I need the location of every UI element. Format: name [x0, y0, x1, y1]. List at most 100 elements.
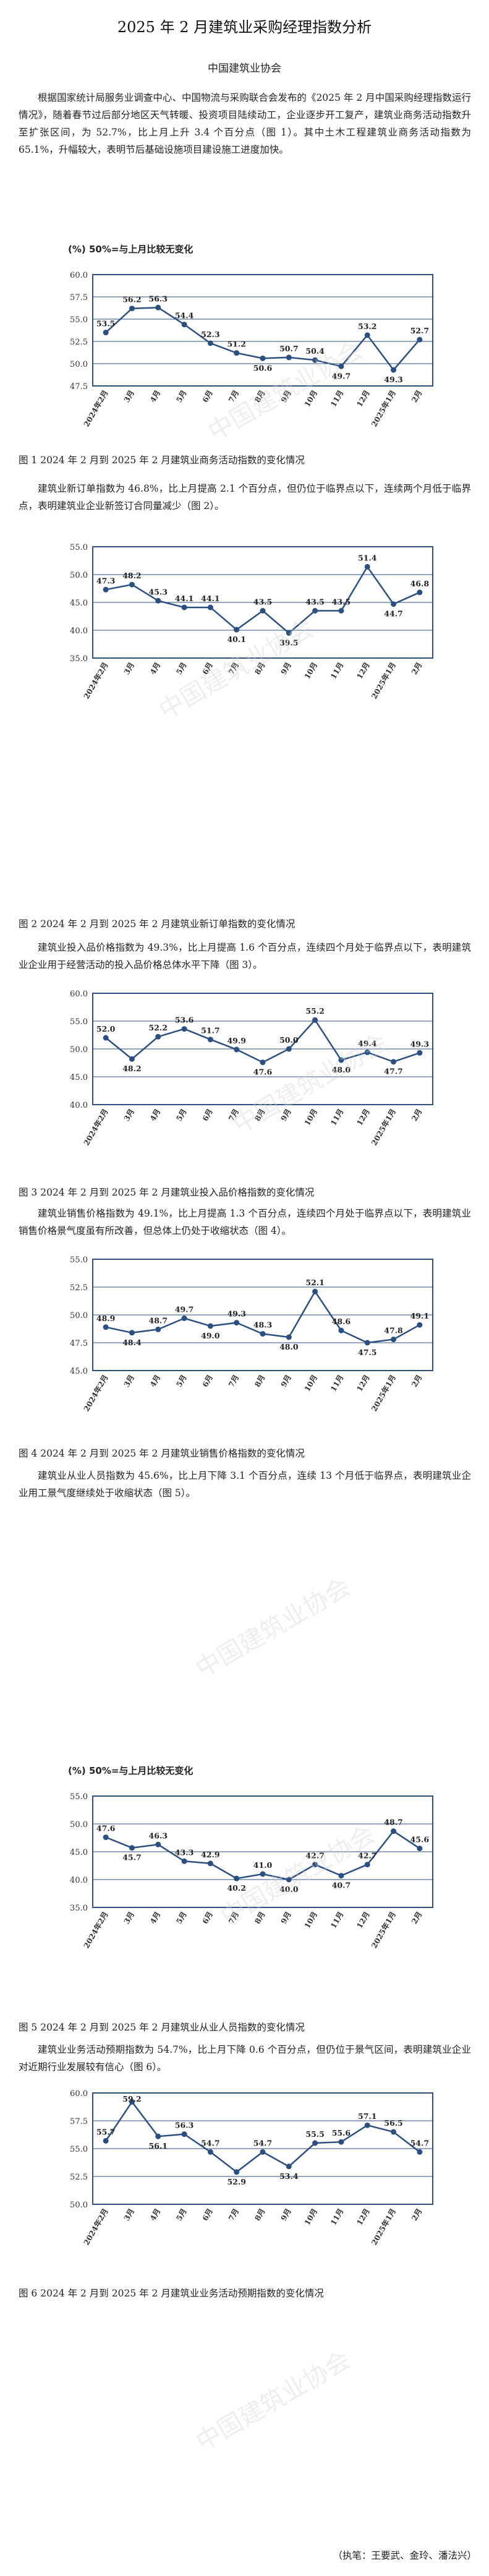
- data-point: [260, 1059, 266, 1066]
- data-label: 48.2: [122, 1064, 141, 1073]
- data-point: [260, 2149, 266, 2155]
- data-point: [234, 1320, 240, 1326]
- x-tick-label: 2025年1月: [369, 1373, 398, 1413]
- data-point: [103, 1834, 109, 1841]
- data-point: [181, 2131, 187, 2137]
- data-point: [234, 1875, 240, 1881]
- x-tick-label: 8月: [253, 1108, 266, 1123]
- y-tick-label: 55.0: [70, 2145, 88, 2154]
- y-tick-label: 45.0: [70, 1367, 88, 1376]
- data-point: [364, 1340, 370, 1346]
- data-label: 51.7: [201, 1026, 219, 1035]
- data-label: 50.0: [279, 1035, 299, 1045]
- data-point: [181, 604, 187, 610]
- x-tick-label: 8月: [253, 2207, 266, 2223]
- y-tick-label: 60.0: [70, 2089, 88, 2099]
- data-label: 40.7: [332, 1881, 351, 1890]
- y-tick-label: 57.5: [70, 2117, 88, 2126]
- data-point: [286, 2163, 292, 2170]
- data-point: [155, 2133, 161, 2139]
- y-tick-label: 50.0: [70, 2201, 88, 2210]
- data-point: [260, 355, 266, 361]
- y-tick-label: 55.0: [70, 1792, 88, 1802]
- data-point: [417, 336, 423, 343]
- data-point: [417, 1322, 423, 1328]
- data-label: 49.3: [384, 375, 402, 384]
- x-tick-label: 2月: [410, 1374, 423, 1389]
- data-label: 49.3: [227, 1309, 245, 1319]
- chart-employment: (%) 50%=与上月比较无变化 35.0 40.0 45.0 50.0 55.0 2024…: [68, 1765, 433, 1949]
- data-point: [364, 332, 370, 338]
- x-tick-label: 8月: [253, 389, 266, 404]
- data-point: [417, 1050, 423, 1056]
- data-label: 44.1: [201, 594, 219, 603]
- x-tick-label: 3月: [122, 2207, 136, 2223]
- x-tick-label: 6月: [201, 389, 215, 404]
- x-tick-label: 5月: [174, 389, 188, 404]
- x-tick-label: 5月: [174, 1911, 188, 1926]
- data-point: [103, 586, 109, 593]
- x-tick-label: 5月: [174, 661, 188, 677]
- data-label: 56.2: [122, 295, 141, 304]
- data-point: [391, 601, 397, 607]
- chart-input-price: 40.0 45.0 50.0 55.0 60.0 2024年2月 3月 4月 5月 6月 7月 8月 9…: [70, 990, 433, 1147]
- data-label: 49.3: [410, 1039, 429, 1048]
- x-tick-label: 5月: [174, 1108, 188, 1123]
- data-point: [286, 354, 292, 361]
- data-label: 55.5: [305, 2129, 324, 2139]
- data-label: 41.0: [253, 1860, 273, 1870]
- data-point: [234, 1046, 240, 1053]
- data-point: [417, 2149, 423, 2155]
- data-label: 54.4: [175, 311, 194, 320]
- y-tick-label: 45.0: [70, 599, 88, 608]
- data-label: 52.9: [227, 2177, 245, 2186]
- x-tick-label: 11月: [329, 389, 345, 409]
- data-point: [312, 2140, 318, 2146]
- y-tick-label: 47.5: [70, 382, 88, 392]
- y-tick-label: 50.0: [70, 1045, 88, 1055]
- chart-sales-price: 45.0 47.5 50.0 52.5 55.0 2024年2月 3月 4月 5月 6月 7月 8月 9…: [70, 1256, 433, 1413]
- data-label: 43.5: [253, 597, 272, 607]
- x-tick-label: 11月: [329, 1108, 345, 1128]
- data-point: [391, 1059, 397, 1065]
- x-tick-label: 11月: [329, 2207, 345, 2227]
- caption-6: 图 6 2024 年 2 月到 2025 年 2 月建筑业业务活动预期指数的变化…: [19, 2288, 324, 2299]
- caption-3: 图 3 2024 年 2 月到 2025 年 2 月建筑业投入品价格指数的变化情…: [19, 1187, 315, 1198]
- data-point: [207, 604, 213, 610]
- caption-4: 图 4 2024 年 2 月到 2025 年 2 月建筑业销售价格指数的变化情况: [19, 1448, 305, 1459]
- data-label: 44.7: [384, 609, 402, 618]
- x-tick-label: 3月: [122, 389, 136, 404]
- x-tick-label: 2月: [410, 661, 423, 677]
- data-label: 53.5: [96, 319, 115, 328]
- data-label: 42.7: [305, 1851, 324, 1860]
- x-tick-label: 2024年2月: [82, 1910, 110, 1949]
- x-tick-label: 12月: [355, 1108, 371, 1128]
- data-point: [338, 608, 344, 614]
- data-label: 40.2: [227, 1883, 245, 1893]
- data-point: [181, 1026, 187, 1032]
- x-tick-label: 3月: [122, 1374, 136, 1389]
- y-tick-label: 60.0: [70, 271, 88, 280]
- paragraph-new-orders: 建筑业新订单指数为 46.8%，比上月提高 2.1 个百分点，但仍位于临界点以下…: [19, 483, 471, 511]
- data-point: [181, 1315, 187, 1321]
- intro-paragraph: 根据国家统计局服务业调查中心、中国物流与采购联合会发布的《2025 年 2 月中…: [19, 92, 471, 155]
- x-tick-label: 2025年1月: [369, 388, 398, 428]
- y-tick-label: 52.5: [70, 2173, 88, 2182]
- data-point: [391, 367, 397, 373]
- data-point: [417, 589, 423, 596]
- author-signoff: （执笔：王要武、金玲、潘法兴）: [333, 2550, 477, 2561]
- data-label: 52.1: [305, 1278, 324, 1287]
- data-label: 55.6: [332, 2128, 351, 2137]
- data-point: [286, 1046, 292, 1052]
- x-tick-label: 6月: [201, 1108, 215, 1123]
- chart-business-expectations: 50.0 52.5 55.0 57.5 60.0 2024年2月 3月 4月 5月 6月 7月 8月 9…: [70, 2089, 433, 2246]
- data-point: [129, 1056, 135, 1062]
- x-tick-label: 7月: [227, 1108, 240, 1123]
- data-point: [286, 1876, 292, 1883]
- data-label: 47.5: [358, 1348, 376, 1357]
- data-label: 48.0: [279, 1342, 299, 1351]
- data-point: [417, 1846, 423, 1852]
- data-label: 40.0: [279, 1885, 299, 1894]
- data-point: [286, 1334, 292, 1340]
- data-label: 48.6: [332, 1317, 351, 1326]
